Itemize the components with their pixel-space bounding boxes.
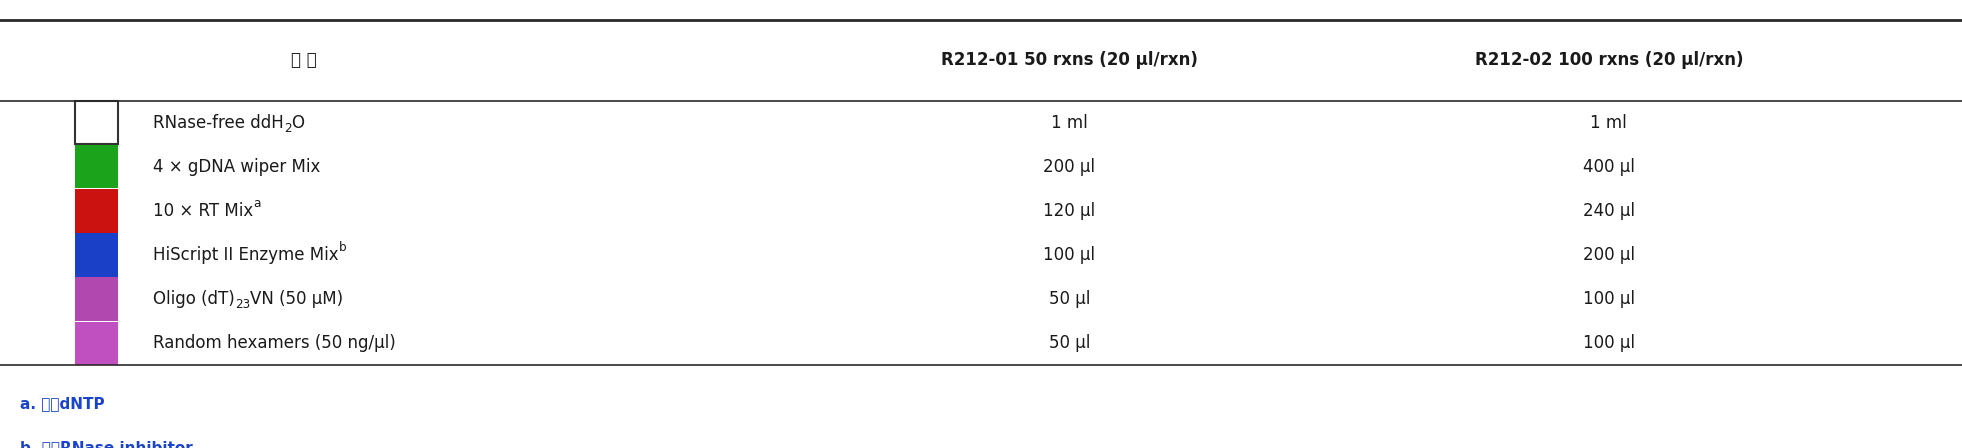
Text: Random hexamers (50 ng/μl): Random hexamers (50 ng/μl) xyxy=(153,334,396,352)
Text: R212-01 50 rxns (20 μl/rxn): R212-01 50 rxns (20 μl/rxn) xyxy=(942,52,1197,69)
Text: R212-02 100 rxns (20 μl/rxn): R212-02 100 rxns (20 μl/rxn) xyxy=(1475,52,1742,69)
Bar xyxy=(75,101,118,144)
Text: 120 μl: 120 μl xyxy=(1044,202,1095,220)
Text: 100 μl: 100 μl xyxy=(1583,334,1634,352)
Text: 400 μl: 400 μl xyxy=(1583,158,1634,176)
Text: VN (50 μM): VN (50 μM) xyxy=(249,290,343,308)
Text: 240 μl: 240 μl xyxy=(1583,202,1634,220)
Text: 10 × RT Mix: 10 × RT Mix xyxy=(153,202,253,220)
Text: 50 μl: 50 μl xyxy=(1048,290,1091,308)
Text: HiScript II Enzyme Mix: HiScript II Enzyme Mix xyxy=(153,246,339,264)
Bar xyxy=(75,233,118,276)
Text: 200 μl: 200 μl xyxy=(1583,246,1634,264)
Bar xyxy=(75,277,118,321)
Text: b: b xyxy=(339,241,345,254)
Text: 200 μl: 200 μl xyxy=(1044,158,1095,176)
Bar xyxy=(75,190,118,233)
Text: a: a xyxy=(253,197,261,210)
Text: 100 μl: 100 μl xyxy=(1583,290,1634,308)
Text: b. 包含RNase inhibitor: b. 包含RNase inhibitor xyxy=(20,440,192,448)
Text: 23: 23 xyxy=(235,298,249,311)
Text: 4 × gDNA wiper Mix: 4 × gDNA wiper Mix xyxy=(153,158,320,176)
Text: 组 分: 组 分 xyxy=(290,52,318,69)
Text: Oligo (dT): Oligo (dT) xyxy=(153,290,235,308)
Text: RNase-free ddH: RNase-free ddH xyxy=(153,114,284,132)
Bar xyxy=(75,145,118,189)
Bar xyxy=(75,322,118,365)
Text: 1 ml: 1 ml xyxy=(1591,114,1626,132)
Text: 2: 2 xyxy=(284,121,292,134)
Text: 1 ml: 1 ml xyxy=(1052,114,1087,132)
Text: 100 μl: 100 μl xyxy=(1044,246,1095,264)
Text: O: O xyxy=(292,114,304,132)
Text: 50 μl: 50 μl xyxy=(1048,334,1091,352)
Text: a. 包含dNTP: a. 包含dNTP xyxy=(20,396,104,411)
